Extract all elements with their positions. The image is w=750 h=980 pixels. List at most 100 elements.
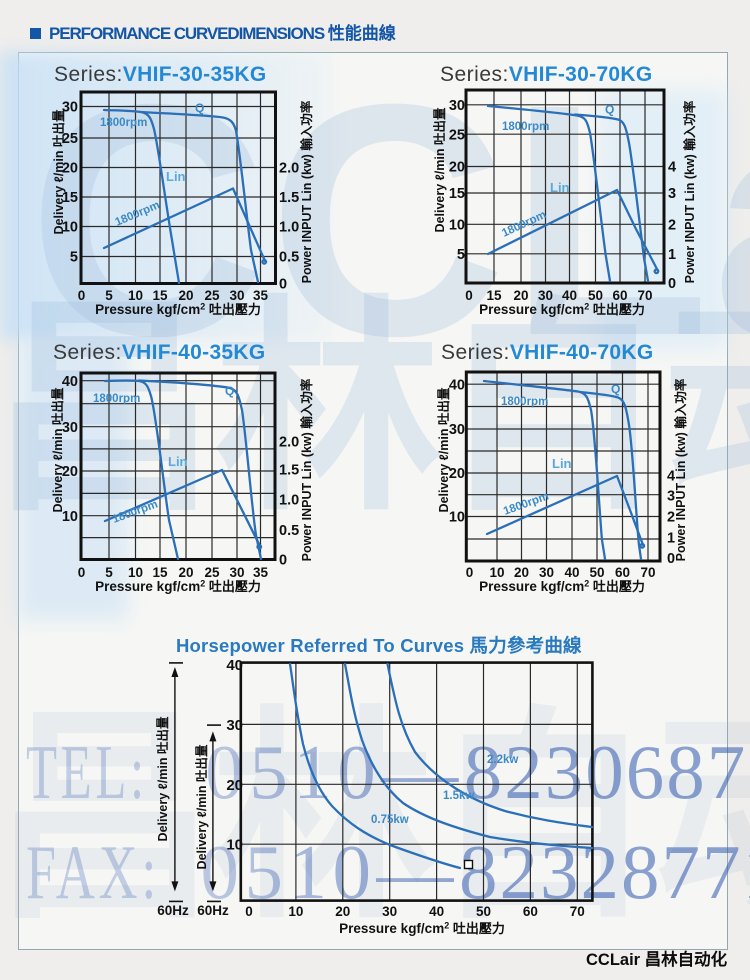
svg-text:20: 20: [178, 288, 193, 303]
svg-text:40: 40: [564, 565, 579, 580]
svg-text:30: 30: [539, 565, 554, 580]
svg-text:3: 3: [667, 489, 675, 505]
svg-text:Delivery ℓ/min 吐出量: Delivery ℓ/min 吐出量: [436, 387, 451, 512]
svg-text:30: 30: [449, 98, 465, 114]
svg-text:Lin: Lin: [552, 456, 572, 471]
svg-text:1: 1: [668, 247, 676, 263]
svg-text:20: 20: [178, 565, 193, 580]
svg-text:10: 10: [288, 904, 303, 919]
svg-text:20: 20: [226, 777, 243, 794]
svg-text:10: 10: [449, 218, 465, 234]
svg-text:0: 0: [466, 565, 474, 580]
svg-text:1800rpm: 1800rpm: [100, 117, 147, 129]
svg-text:15: 15: [62, 190, 78, 206]
svg-text:30: 30: [538, 288, 553, 303]
svg-text:Pressure kgf/cm2 吐出壓力: Pressure kgf/cm2 吐出壓力: [95, 302, 261, 318]
svg-text:Delivery ℓ/min 吐出量: Delivery ℓ/min 吐出量: [194, 744, 209, 869]
svg-text:2.0: 2.0: [279, 435, 299, 451]
svg-text:2.0: 2.0: [279, 161, 299, 177]
svg-text:20: 20: [449, 466, 465, 482]
svg-text:Pressure kgf/cm2 吐出壓力: Pressure kgf/cm2 吐出壓力: [95, 579, 261, 595]
svg-text:50: 50: [589, 565, 604, 580]
svg-text:Power INPUT Lin (kw) 輸入功率: Power INPUT Lin (kw) 輸入功率: [299, 378, 314, 561]
svg-text:Q: Q: [611, 382, 620, 396]
svg-text:1800rpm: 1800rpm: [93, 393, 140, 405]
svg-text:15: 15: [152, 565, 168, 580]
svg-text:30: 30: [226, 717, 243, 734]
svg-text:Power INPUT Lin (kw) 輸入功率: Power INPUT Lin (kw) 輸入功率: [682, 100, 697, 283]
svg-text:0: 0: [245, 904, 253, 919]
svg-text:30: 30: [229, 565, 244, 580]
svg-text:20: 20: [513, 288, 528, 303]
svg-text:5: 5: [105, 288, 113, 303]
svg-text:0: 0: [465, 288, 473, 303]
svg-text:5: 5: [70, 250, 78, 266]
svg-text:1.5kw: 1.5kw: [443, 790, 474, 802]
svg-text:Q: Q: [195, 101, 204, 115]
svg-text:0: 0: [668, 276, 676, 292]
svg-text:Lin: Lin: [168, 454, 188, 469]
svg-text:20: 20: [335, 904, 350, 919]
svg-text:10: 10: [449, 510, 465, 526]
svg-text:Lin: Lin: [550, 180, 570, 195]
svg-text:Pressure kgf/cm2 吐出壓力: Pressure kgf/cm2 吐出壓力: [479, 579, 645, 595]
svg-text:25: 25: [204, 565, 220, 580]
svg-text:1800rpm: 1800rpm: [502, 121, 549, 133]
svg-text:1.0: 1.0: [279, 220, 299, 236]
svg-text:25: 25: [62, 131, 78, 147]
svg-text:20: 20: [449, 160, 465, 176]
svg-text:50: 50: [588, 288, 603, 303]
svg-text:Lin: Lin: [166, 169, 186, 184]
svg-text:20: 20: [514, 565, 529, 580]
svg-text:0: 0: [667, 551, 675, 567]
svg-text:30: 30: [382, 904, 397, 919]
svg-text:3: 3: [668, 186, 676, 202]
svg-text:0: 0: [78, 288, 86, 303]
svg-text:0: 0: [279, 277, 287, 293]
svg-text:70: 70: [637, 288, 652, 303]
svg-text:20: 20: [62, 161, 78, 177]
svg-text:60: 60: [615, 565, 630, 580]
svg-text:10: 10: [62, 509, 78, 525]
svg-text:40: 40: [226, 657, 243, 674]
svg-text:Delivery ℓ/min 吐出量: Delivery ℓ/min 吐出量: [51, 109, 66, 234]
svg-text:0: 0: [279, 553, 287, 569]
svg-text:30: 30: [229, 288, 244, 303]
svg-text:Pressure kgf/cm2 吐出壓力: Pressure kgf/cm2 吐出壓力: [479, 302, 645, 318]
svg-text:15: 15: [449, 186, 465, 202]
svg-text:Pressure kgf/cm2 吐出壓力: Pressure kgf/cm2 吐出壓力: [339, 921, 505, 937]
svg-text:0: 0: [78, 565, 86, 580]
svg-text:60: 60: [612, 288, 627, 303]
svg-text:40: 40: [62, 374, 78, 390]
svg-text:35: 35: [253, 565, 269, 580]
svg-text:5: 5: [457, 247, 465, 263]
svg-text:1.5: 1.5: [279, 190, 299, 206]
svg-text:25: 25: [204, 288, 220, 303]
svg-text:10: 10: [62, 220, 78, 236]
svg-text:0.5: 0.5: [279, 250, 299, 266]
svg-text:Power INPUT Lin (kw) 輸入功率: Power INPUT Lin (kw) 輸入功率: [299, 100, 314, 283]
svg-text:15: 15: [152, 288, 168, 303]
svg-text:2: 2: [667, 510, 675, 526]
svg-text:Delivery ℓ/min 吐出量: Delivery ℓ/min 吐出量: [432, 107, 447, 232]
svg-text:20: 20: [62, 464, 78, 480]
svg-text:50: 50: [476, 904, 491, 919]
svg-text:40: 40: [562, 288, 577, 303]
svg-text:5: 5: [105, 565, 113, 580]
svg-text:4: 4: [668, 160, 676, 176]
svg-text:Q: Q: [605, 103, 614, 117]
svg-text:1: 1: [667, 530, 675, 546]
svg-text:1.5: 1.5: [279, 463, 299, 479]
svg-text:0.5: 0.5: [279, 523, 299, 539]
svg-text:25: 25: [449, 127, 465, 143]
svg-text:70: 70: [570, 904, 585, 919]
svg-text:Delivery ℓ/min 吐出量: Delivery ℓ/min 吐出量: [50, 387, 65, 512]
svg-text:1800rpm: 1800rpm: [501, 396, 548, 408]
svg-text:30: 30: [449, 422, 465, 438]
svg-text:10: 10: [128, 565, 143, 580]
svg-text:Delivery ℓ/min 吐出量: Delivery ℓ/min 吐出量: [155, 716, 170, 841]
svg-text:40: 40: [429, 904, 444, 919]
svg-text:40: 40: [449, 377, 465, 393]
svg-text:30: 30: [62, 100, 78, 116]
svg-text:10: 10: [226, 837, 243, 854]
